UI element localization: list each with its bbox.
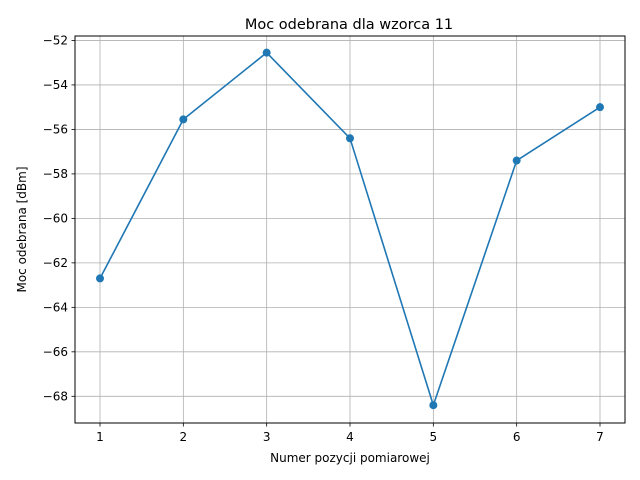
y-tick-label: −66 [43, 345, 68, 359]
y-tick-label: −68 [43, 390, 68, 404]
x-tick-label: 4 [346, 430, 354, 444]
series-group [96, 48, 604, 410]
data-point [179, 115, 188, 124]
data-point [429, 401, 438, 410]
y-tick-label: −62 [43, 256, 68, 270]
data-point [596, 103, 604, 112]
y-tick-label: −58 [43, 167, 68, 181]
data-point [346, 134, 354, 143]
y-axis-ticks: −68 −66 −64 −62 −60 −58 −56 −54 −52 [43, 34, 75, 404]
x-axis-ticks: 1 2 3 4 5 6 7 [96, 423, 604, 444]
y-tick-label: −52 [43, 34, 68, 48]
x-tick-label: 5 [430, 430, 438, 444]
data-point [96, 274, 104, 283]
y-axis-label: Moc odebrana [dBm] [15, 166, 29, 292]
x-tick-label: 2 [180, 430, 188, 444]
x-axis-label: Numer pozycji pomiarowej [270, 451, 430, 465]
y-tick-label: −64 [43, 301, 68, 315]
y-tick-label: −56 [43, 123, 68, 137]
x-tick-label: 7 [596, 430, 604, 444]
y-tick-label: −54 [43, 78, 68, 92]
chart-title: Moc odebrana dla wzorca 11 [245, 17, 453, 33]
x-tick-label: 1 [96, 430, 104, 444]
y-tick-label: −60 [43, 212, 68, 226]
x-tick-label: 3 [263, 430, 271, 444]
grid-lines [75, 36, 625, 423]
x-tick-label: 6 [513, 430, 521, 444]
data-point [512, 156, 521, 165]
data-point [262, 48, 271, 57]
